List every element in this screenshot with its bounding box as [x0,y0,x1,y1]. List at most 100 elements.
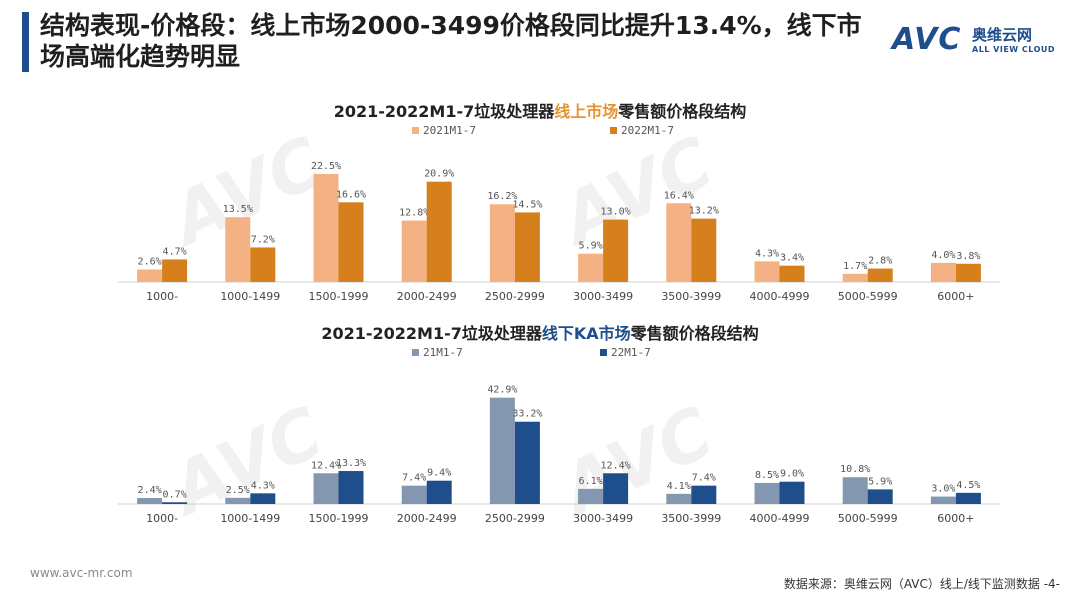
bar-21M1-7-1000-1499 [225,497,251,504]
data-label: 13.5% [223,204,253,215]
bar-21M1-7-1000- [137,498,163,504]
bar-2022M1-7-1000-1499 [250,247,276,282]
x-tick-label: 5000-5999 [838,512,898,525]
data-label: 4.0% [931,250,955,261]
bar-21M1-7-4000-4999 [754,482,780,504]
legend-label-1: 22M1-7 [611,346,651,359]
x-tick-label: 3000-3499 [573,290,633,303]
bar-22M1-7-1500-1999 [338,471,364,504]
data-label: 3.8% [956,251,980,262]
online-chart-title: 2021-2022M1-7垃圾处理器线上市场零售额价格段结构 [0,98,1080,122]
data-label: 9.0% [780,469,804,480]
x-tick-label: 1500-1999 [309,290,369,303]
data-label: 10.8% [840,464,870,475]
data-label: 12.4% [601,460,631,471]
offline-title-highlight: 线下KA市场 [541,324,631,343]
data-label: 12.8% [399,208,429,219]
bar-21M1-7-5000-5999 [842,477,868,504]
data-label: 42.9% [487,385,517,396]
bar-2022M1-7-6000+ [955,263,981,282]
bar-22M1-7-5000-5999 [867,489,893,504]
online-title-suffix: 零售额价格段结构 [618,102,747,121]
bar-22M1-7-3500-3999 [691,485,717,504]
data-label: 5.9% [868,476,892,487]
data-label: 2.5% [226,485,250,496]
avc-logo: AVC 奥维云网 ALL VIEW CLOUD [892,22,1062,62]
bar-21M1-7-6000+ [930,496,956,504]
bar-2021M1-7-1000-1499 [225,217,251,282]
data-label: 12.4% [311,460,341,471]
legend-swatch-0 [412,127,419,134]
data-label: 8.5% [755,470,779,481]
data-label: 20.9% [424,169,454,180]
bar-22M1-7-6000+ [955,492,981,504]
bar-21M1-7-2000-2499 [401,485,427,504]
bar-2022M1-7-5000-5999 [867,268,893,282]
x-tick-label: 3500-3999 [661,290,721,303]
x-tick-label: 4000-4999 [750,512,810,525]
legend-swatch-1 [600,349,607,356]
bar-21M1-7-2500-2999 [489,397,515,504]
bar-22M1-7-4000-4999 [779,481,805,504]
offline-title-suffix: 零售额价格段结构 [630,324,759,343]
x-tick-label: 1000-1499 [220,512,280,525]
data-label: 13.0% [601,207,631,218]
data-label: 3.0% [931,484,955,495]
data-label: 16.4% [664,190,694,201]
x-tick-label: 1000-1499 [220,290,280,303]
page-title: 结构表现-价格段：线上市场2000-3499价格段同比提升13.4%，线下市场高… [40,11,862,71]
logo-en-name: ALL VIEW CLOUD [972,45,1056,54]
bar-2022M1-7-3500-3999 [691,218,717,282]
bar-22M1-7-2500-2999 [514,421,540,504]
x-tick-label: 1000- [146,512,178,525]
bar-2022M1-7-1500-1999 [338,202,364,282]
x-tick-label: 1500-1999 [309,512,369,525]
data-label: 4.5% [956,480,980,491]
legend-label-0: 2021M1-7 [423,124,476,137]
bar-2021M1-7-3500-3999 [666,203,692,282]
data-label: 13.2% [689,206,719,217]
x-tick-label: 3000-3499 [573,512,633,525]
online-price-bar-chart: 2021M1-7 2022M1-7 2.6%4.7% 1000- 13.5% 7.2% 10… [118,124,1000,303]
bar-2021M1-7-2500-2999 [489,204,515,282]
data-label: 7.4% [402,473,426,484]
data-label: 7.2% [251,234,275,245]
legend-label-0: 21M1-7 [423,346,463,359]
data-label: 9.4% [427,468,451,479]
legend-swatch-0 [412,349,419,356]
logo-cn-name: 奥维云网 [972,26,1033,44]
x-tick-label: 6000+ [937,512,974,525]
x-tick-label: 2500-2999 [485,290,545,303]
bar-2021M1-7-1000- [137,269,163,282]
data-label: 0.7% [163,489,187,500]
bar-2022M1-7-4000-4999 [779,265,805,282]
bar-22M1-7-1000- [162,502,188,504]
x-tick-label: 4000-4999 [750,290,810,303]
bar-21M1-7-3500-3999 [666,493,692,504]
x-tick-label: 2000-2499 [397,290,457,303]
bar-2021M1-7-4000-4999 [754,261,780,282]
offline-title-prefix: 2021-2022M1-7垃圾处理器 [321,324,542,343]
bar-22M1-7-3000-3499 [603,473,629,504]
data-label: 6.1% [579,476,603,487]
data-label: 33.2% [512,409,542,420]
bar-22M1-7-1000-1499 [250,493,276,504]
bar-2022M1-7-2000-2499 [426,181,452,282]
x-tick-label: 6000+ [937,290,974,303]
online-title-prefix: 2021-2022M1-7垃圾处理器 [333,102,555,121]
data-label: 14.5% [512,199,542,210]
bar-2022M1-7-2500-2999 [514,212,540,282]
bar-2021M1-7-2000-2499 [401,220,427,282]
data-label: 4.3% [251,480,275,491]
data-label: 2.6% [138,257,162,268]
website-url: www.avc-mr.com [30,566,133,580]
data-label: 13.3% [336,458,366,469]
data-label: 22.5% [311,161,341,172]
data-label: 2.8% [868,256,892,267]
bar-2021M1-7-5000-5999 [842,273,868,282]
data-source-note: 数据来源：奥维云网（AVC）线上/线下监测数据 -4- [783,577,1060,591]
data-label: 4.7% [163,246,187,257]
bar-2021M1-7-1500-1999 [313,174,339,282]
title-accent-bar [22,12,29,72]
bar-2021M1-7-6000+ [930,262,956,282]
